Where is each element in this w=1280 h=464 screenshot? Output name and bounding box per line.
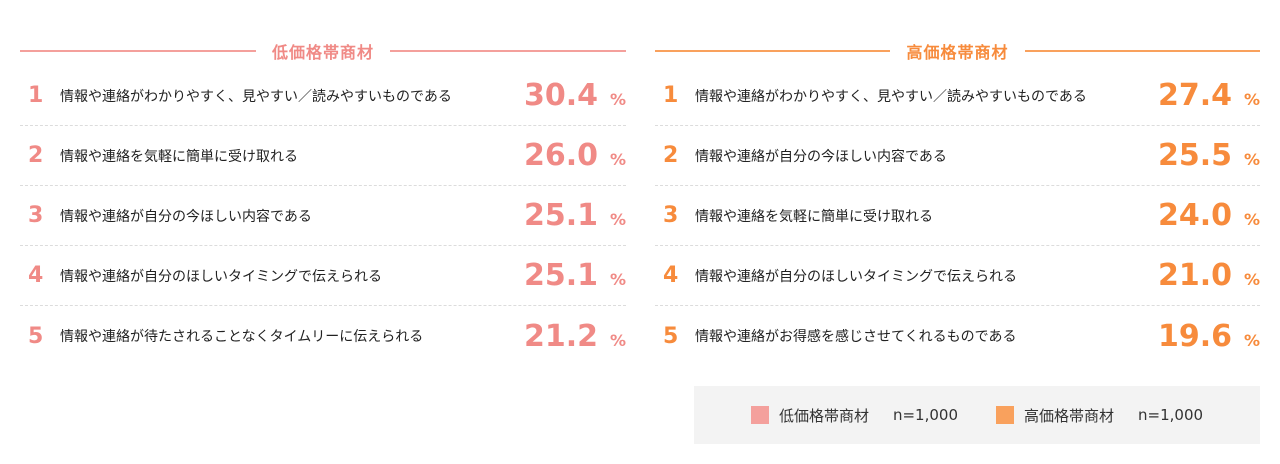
- item-value: 25.1: [523, 258, 598, 293]
- legend-label: 高価格帯商材: [1024, 406, 1115, 425]
- percent-unit: %: [609, 270, 626, 289]
- ranking-row: 1 情報や連絡がわかりやすく、見やすい／読みやすいものである 27.4 %: [655, 66, 1260, 126]
- ranking-row: 2 情報や連絡が自分の今ほしい内容である 25.5 %: [655, 126, 1260, 186]
- item-label: 情報や連絡がお得感を感じさせてくれるものである: [695, 329, 1017, 345]
- ranking-row: 3 情報や連絡が自分の今ほしい内容である 25.1 %: [20, 186, 626, 246]
- ranking-row: 1 情報や連絡がわかりやすく、見やすい／読みやすいものである 30.4 %: [20, 66, 626, 126]
- legend-item-low: 低価格帯商材 n=1,000: [750, 405, 958, 426]
- percent-unit: %: [1243, 210, 1260, 229]
- legend: 低価格帯商材 n=1,000 高価格帯商材 n=1,000: [694, 386, 1260, 444]
- legend-swatch-high: [996, 406, 1014, 424]
- item-value: 25.5: [1157, 138, 1232, 173]
- item-value: 21.0: [1157, 258, 1232, 293]
- item-label: 情報や連絡を気軽に簡単に受け取れる: [60, 148, 298, 165]
- legend-sample-size: n=1,000: [1138, 406, 1204, 424]
- rank-number: 4: [28, 263, 44, 288]
- item-value: 24.0: [1157, 198, 1232, 233]
- item-label: 情報や連絡がわかりやすく、見やすい／読みやすいものである: [60, 88, 452, 105]
- item-value: 26.0: [523, 138, 598, 173]
- percent-unit: %: [609, 330, 626, 350]
- rank-number: 5: [28, 323, 44, 349]
- ranking-row: 5 情報や連絡がお得感を感じさせてくれるものである 19.6 %: [655, 306, 1260, 366]
- legend-swatch-low: [750, 406, 769, 424]
- item-label: 情報や連絡が待たされることなくタイムリーに伝えられる: [60, 329, 424, 345]
- item-label: 情報や連絡が自分の今ほしい内容である: [695, 148, 947, 165]
- rank-number: 3: [28, 203, 44, 228]
- item-value: 30.4: [523, 78, 598, 113]
- item-label: 情報や連絡が自分の今ほしい内容である: [60, 208, 312, 225]
- high-price-header: 高価格帯商材: [655, 36, 1260, 66]
- rank-number: 1: [28, 83, 44, 108]
- item-label: 情報や連絡を気軽に簡単に受け取れる: [695, 208, 933, 225]
- percent-unit: %: [1243, 150, 1260, 169]
- rank-number: 2: [28, 143, 44, 168]
- item-label: 情報や連絡がわかりやすく、見やすい／読みやすいものである: [695, 88, 1087, 105]
- rank-number: 2: [663, 143, 679, 168]
- item-value: 21.2: [523, 318, 598, 354]
- percent-unit: %: [609, 210, 626, 229]
- low-price-header: 低価格帯商材: [20, 36, 626, 66]
- ranking-row: 4 情報や連絡が自分のほしいタイミングで伝えられる 25.1 %: [20, 246, 626, 306]
- legend-sample-size: n=1,000: [892, 406, 958, 424]
- high-price-panel: 高価格帯商材 1 情報や連絡がわかりやすく、見やすい／読みやすいものである 27…: [655, 36, 1260, 366]
- rank-number: 4: [663, 263, 679, 288]
- item-value: 19.6: [1157, 318, 1232, 354]
- ranking-row: 3 情報や連絡を気軽に簡単に受け取れる 24.0 %: [655, 186, 1260, 246]
- item-label: 情報や連絡が自分のほしいタイミングで伝えられる: [695, 268, 1017, 285]
- low-price-panel: 低価格帯商材 1 情報や連絡がわかりやすく、見やすい／読みやすいものである 30…: [20, 36, 626, 366]
- percent-unit: %: [609, 90, 626, 109]
- ranking-row: 2 情報や連絡を気軽に簡単に受け取れる 26.0 %: [20, 126, 626, 186]
- percent-unit: %: [1243, 330, 1260, 350]
- ranking-row: 5 情報や連絡が待たされることなくタイムリーに伝えられる 21.2 %: [20, 306, 626, 366]
- ranking-row: 4 情報や連絡が自分のほしいタイミングで伝えられる 21.0 %: [655, 246, 1260, 306]
- percent-unit: %: [1243, 90, 1260, 109]
- rank-number: 5: [663, 323, 679, 349]
- rank-number: 1: [663, 83, 679, 108]
- rank-number: 3: [663, 203, 679, 228]
- item-label: 情報や連絡が自分のほしいタイミングで伝えられる: [60, 268, 382, 285]
- percent-unit: %: [1243, 270, 1260, 289]
- legend-label: 低価格帯商材: [778, 406, 869, 425]
- item-value: 25.1: [523, 198, 598, 233]
- high-price-title: 高価格帯商材: [890, 39, 1025, 63]
- item-value: 27.4: [1157, 78, 1232, 113]
- low-price-title: 低価格帯商材: [255, 39, 390, 63]
- percent-unit: %: [609, 150, 626, 169]
- legend-item-high: 高価格帯商材 n=1,000: [996, 405, 1203, 426]
